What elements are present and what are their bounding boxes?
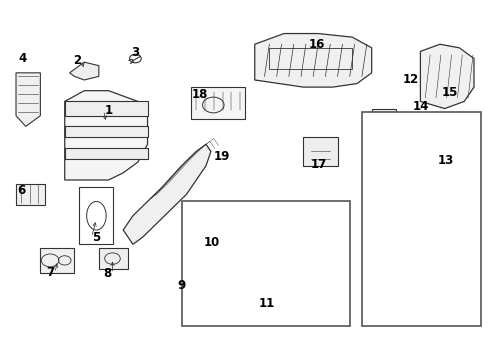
Polygon shape [40, 248, 74, 273]
Text: 13: 13 [438, 154, 454, 167]
Polygon shape [284, 212, 343, 305]
Bar [362, 112, 481, 327]
Text: 12: 12 [402, 73, 419, 86]
Text: 1: 1 [104, 104, 113, 117]
Polygon shape [65, 91, 147, 180]
Text: 14: 14 [412, 100, 429, 113]
Text: 7: 7 [46, 266, 54, 279]
Text: 15: 15 [441, 86, 458, 99]
Polygon shape [99, 248, 128, 269]
Polygon shape [420, 44, 474, 109]
Text: 9: 9 [177, 279, 186, 292]
Text: 8: 8 [103, 267, 112, 280]
Text: 3: 3 [131, 46, 140, 59]
Polygon shape [65, 126, 147, 137]
Polygon shape [65, 148, 147, 158]
Text: 6: 6 [17, 184, 25, 197]
Polygon shape [303, 137, 338, 166]
Polygon shape [260, 301, 284, 319]
Text: 16: 16 [309, 38, 325, 51]
Polygon shape [372, 109, 396, 134]
Text: 11: 11 [259, 297, 275, 310]
Polygon shape [255, 33, 372, 87]
Text: 10: 10 [204, 236, 220, 249]
Polygon shape [16, 184, 45, 205]
Polygon shape [192, 87, 245, 119]
Polygon shape [211, 208, 279, 309]
Text: 5: 5 [92, 231, 100, 244]
Text: 18: 18 [192, 88, 208, 101]
Polygon shape [16, 73, 40, 126]
Text: 19: 19 [214, 150, 230, 163]
Polygon shape [369, 119, 474, 323]
Text: 4: 4 [18, 52, 26, 65]
Bar [182, 202, 350, 327]
Text: 17: 17 [311, 158, 327, 171]
Polygon shape [70, 62, 99, 80]
Polygon shape [123, 144, 211, 244]
Text: 2: 2 [73, 54, 81, 67]
Polygon shape [65, 102, 147, 116]
